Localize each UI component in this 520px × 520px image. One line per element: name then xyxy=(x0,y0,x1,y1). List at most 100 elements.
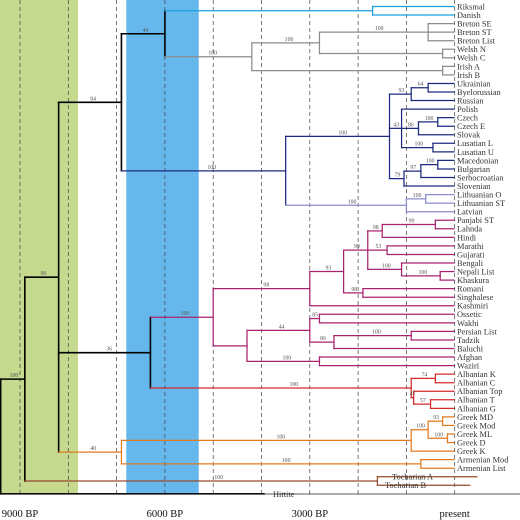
support-value: 100 xyxy=(418,270,427,276)
support-value: 100 xyxy=(283,355,292,361)
leaf-label: Riksmal xyxy=(457,2,486,11)
leaf-label: Russian xyxy=(457,96,484,105)
leaf-label: Tadzik xyxy=(457,336,480,345)
support-value: 100 xyxy=(434,432,443,438)
leaf-label: Slovenian xyxy=(457,182,491,191)
support-value: 98 xyxy=(373,225,379,231)
support-value: 100 xyxy=(425,116,434,122)
leaf-label: Welsh C xyxy=(457,54,486,63)
support-value: 98 xyxy=(351,287,357,293)
leaf-label: Polish xyxy=(457,105,479,114)
leaf-label: Czech xyxy=(457,114,479,123)
leaf-label: Baluchi xyxy=(457,344,484,353)
support-value: 100 xyxy=(382,263,391,269)
support-value: 44 xyxy=(279,324,285,330)
leaf-label: Gujarati xyxy=(457,250,485,259)
leaf-label: Persian List xyxy=(457,327,497,336)
support-value: 86 xyxy=(320,336,326,342)
support-value: 100 xyxy=(413,193,422,199)
tree-branches xyxy=(0,5,478,495)
leaf-label: Lithuanian ST xyxy=(457,199,505,208)
leaf-label: Panjabi ST xyxy=(457,216,494,225)
shaded-time-bands xyxy=(0,0,199,494)
support-value: 100 xyxy=(207,165,216,171)
leaf-label: Breton SE xyxy=(457,20,492,29)
axis-label: 6000 BP xyxy=(147,509,184,520)
leaf-label: Afghan xyxy=(457,353,483,362)
time-band-2 xyxy=(126,0,199,494)
support-value: 44 xyxy=(142,28,148,34)
support-value: 100 xyxy=(282,458,291,464)
support-value: 86 xyxy=(408,122,414,128)
leaf-label: Lusatian L xyxy=(457,139,493,148)
leaf-label: Czech E xyxy=(457,122,485,131)
support-value: 100 xyxy=(290,382,299,388)
leaf-label: Albanian K xyxy=(457,370,496,379)
support-value: 98 xyxy=(263,283,269,289)
leaf-label: Bulgarian xyxy=(457,165,491,174)
leaf-label: Albanian T xyxy=(457,396,495,405)
support-value: 100 xyxy=(10,373,19,379)
time-axis: 9000 BP 6000 BP 3000 BP present xyxy=(2,509,470,520)
leaf-label: Lusatian U xyxy=(457,148,494,157)
leaf-label: Khaskura xyxy=(457,276,489,285)
leaf-label: Tocharian B xyxy=(385,481,426,490)
leaf-label: Greek ML xyxy=(457,430,492,439)
leaf-label: Albanian Top xyxy=(457,387,503,396)
support-value: 99 xyxy=(409,219,415,225)
support-value: 74 xyxy=(422,372,428,378)
support-value: 64 xyxy=(418,82,424,88)
support-values: 100 96 84 44 100 100 100 100 100 93 64 43 86 100 100 79… xyxy=(10,26,444,481)
support-value: 84 xyxy=(90,96,96,102)
support-value: 100 xyxy=(414,142,423,148)
leaf-label: Tocharian A xyxy=(392,473,433,482)
support-value: 100 xyxy=(285,37,294,43)
leaf-label: Irish B xyxy=(457,71,480,80)
support-value: 100 xyxy=(426,159,435,165)
support-value: 100 xyxy=(214,475,223,481)
leaf-label: Macedonian xyxy=(457,156,499,165)
leaf-label: Lithuanian O xyxy=(457,191,501,200)
support-value: 100 xyxy=(208,51,217,57)
support-value: 79 xyxy=(395,173,401,179)
support-value: 93 xyxy=(325,266,331,272)
support-value: 93 xyxy=(433,415,439,421)
time-band-1 xyxy=(0,0,78,494)
support-value: 100 xyxy=(276,434,285,440)
leaf-label: Greek K xyxy=(457,447,486,456)
support-value: 40 xyxy=(90,446,96,452)
leaf-label: Albanian G xyxy=(457,404,496,413)
support-value: 99 xyxy=(354,244,360,250)
axis-label: present xyxy=(440,509,470,520)
leaf-label: Hindi xyxy=(457,233,477,242)
leaf-label: Greek MD xyxy=(457,413,493,422)
leaf-label: Bengali xyxy=(457,259,484,268)
leaf-label: Danish xyxy=(457,11,482,20)
support-value: 93 xyxy=(399,88,405,94)
leaf-label: Greek D xyxy=(457,438,486,447)
leaf-label: Greek Mod xyxy=(457,421,496,430)
support-value: 57 xyxy=(420,398,426,404)
leaf-label: Romani xyxy=(457,285,484,294)
support-value: 100 xyxy=(348,199,357,205)
leaf-label: Kashmiri xyxy=(457,302,489,311)
leaf-label: Armenian Mod xyxy=(457,456,509,465)
support-value: 100 xyxy=(416,424,425,430)
leaf-label: Waziri xyxy=(457,362,480,371)
leaf-label: Ukrainian xyxy=(457,79,491,88)
support-value: 100 xyxy=(372,330,381,336)
leaf-label: Armenian List xyxy=(457,464,506,473)
support-value: 43 xyxy=(393,122,399,128)
support-value: 96 xyxy=(41,271,47,277)
leaf-label: Singhalese xyxy=(457,293,494,302)
axis-label: 9000 BP xyxy=(2,509,39,520)
time-gridlines xyxy=(19,0,456,494)
leaf-label: Wakhi xyxy=(457,319,479,328)
leaf-label: Breton List xyxy=(457,37,496,46)
support-value: 36 xyxy=(106,347,112,353)
leaf-label: Marathi xyxy=(457,242,484,251)
leaf-label: Ossetic xyxy=(457,310,482,319)
support-value: 85 xyxy=(312,313,318,319)
